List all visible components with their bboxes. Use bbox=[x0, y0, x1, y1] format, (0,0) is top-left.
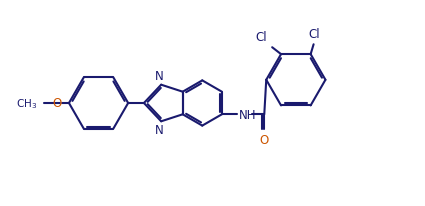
Text: Cl: Cl bbox=[255, 31, 267, 44]
Text: O: O bbox=[53, 97, 62, 110]
Text: Cl: Cl bbox=[309, 28, 320, 41]
Text: CH$_3$: CH$_3$ bbox=[16, 97, 37, 110]
Text: O: O bbox=[260, 133, 269, 146]
Text: N: N bbox=[155, 124, 164, 137]
Text: N: N bbox=[155, 69, 164, 82]
Text: NH: NH bbox=[238, 108, 256, 121]
